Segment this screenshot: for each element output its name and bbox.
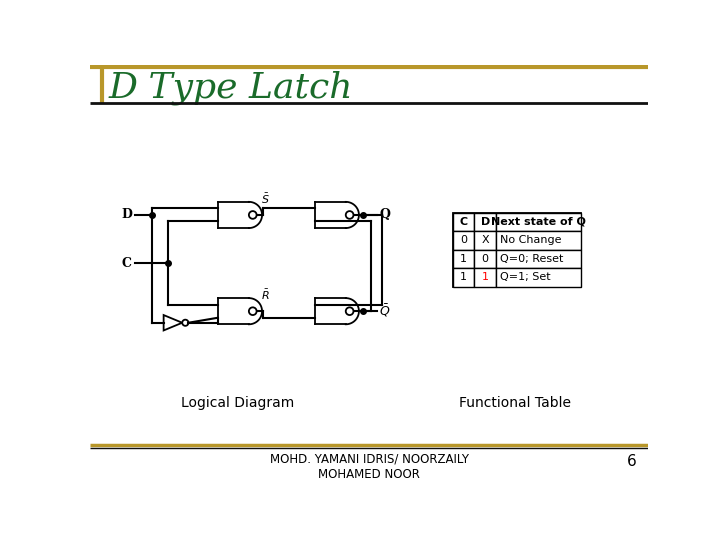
Text: D: D xyxy=(121,208,132,221)
Bar xyxy=(474,268,496,287)
Text: 0: 0 xyxy=(482,254,489,264)
Text: 1: 1 xyxy=(460,272,467,282)
Text: Q: Q xyxy=(379,208,390,221)
Text: Logical Diagram: Logical Diagram xyxy=(181,396,294,410)
Bar xyxy=(453,213,581,287)
Bar xyxy=(453,231,474,249)
Bar xyxy=(453,213,474,231)
Bar xyxy=(496,249,581,268)
Text: $\bar{Q}$: $\bar{Q}$ xyxy=(379,303,390,320)
Text: Functional Table: Functional Table xyxy=(459,396,571,410)
Bar xyxy=(453,268,474,287)
Text: MOHD. YAMANI IDRIS/ NOORZAILY
MOHAMED NOOR: MOHD. YAMANI IDRIS/ NOORZAILY MOHAMED NO… xyxy=(269,453,469,481)
Bar xyxy=(496,268,581,287)
Text: C: C xyxy=(122,257,132,270)
Text: Next state of Q: Next state of Q xyxy=(491,217,586,227)
Text: 6: 6 xyxy=(626,455,636,469)
Text: 1: 1 xyxy=(460,254,467,264)
Text: Q=1; Set: Q=1; Set xyxy=(500,272,551,282)
Text: $\bar{S}$: $\bar{S}$ xyxy=(261,192,270,206)
Bar xyxy=(496,213,581,231)
Text: D: D xyxy=(481,217,490,227)
Text: Q=0; Reset: Q=0; Reset xyxy=(500,254,563,264)
Text: X: X xyxy=(482,235,489,245)
Text: D Type Latch: D Type Latch xyxy=(109,71,353,105)
Text: 0: 0 xyxy=(460,235,467,245)
Bar xyxy=(474,213,496,231)
Bar xyxy=(496,231,581,249)
Text: No Change: No Change xyxy=(500,235,562,245)
Bar xyxy=(474,249,496,268)
Text: C: C xyxy=(459,217,467,227)
Bar xyxy=(453,249,474,268)
Text: 1: 1 xyxy=(482,272,489,282)
Bar xyxy=(474,231,496,249)
Text: $\bar{R}$: $\bar{R}$ xyxy=(261,288,270,302)
